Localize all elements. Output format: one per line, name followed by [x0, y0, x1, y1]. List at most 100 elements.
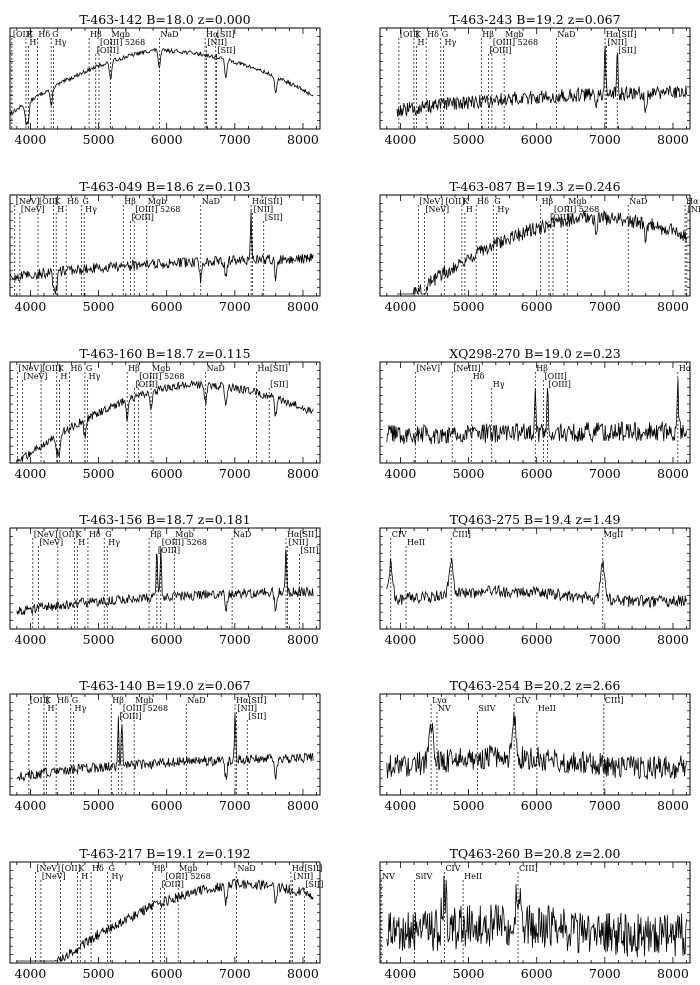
line-label: [OIII]	[97, 46, 119, 55]
line-label: [OIII] 5268	[139, 372, 184, 381]
x-tick-label: 4000	[385, 466, 417, 481]
line-label: NaD	[557, 30, 575, 39]
line-label: Mgb	[152, 364, 170, 373]
x-tick-label: 7000	[589, 966, 621, 981]
x-tick-label: 8000	[287, 466, 319, 481]
x-tick-label: 5000	[453, 966, 485, 981]
x-tick-label: 8000	[657, 798, 689, 813]
spectrum-panel: T-463-049 B=18.6 z=0.103 4000 5000 6000 7000…	[9, 179, 321, 314]
line-label: Mgb	[568, 197, 586, 206]
line-label: H	[418, 38, 425, 47]
panel-title: TQ463-275 B=19.4 z=1.49	[450, 512, 621, 527]
spectrum-panel: T-463-243 B=19.2 z=0.067 4000 5000 6000 7000…	[379, 12, 691, 147]
line-label: CIV	[515, 696, 530, 705]
x-tick-label: 6000	[521, 966, 553, 981]
line-label: [OIII]	[549, 380, 571, 389]
x-tick-label: 6000	[521, 632, 553, 647]
line-label: CIII]	[519, 864, 538, 873]
x-tick-label: 8000	[657, 466, 689, 481]
line-label: [NeV]	[18, 364, 42, 373]
line-label: [OIII]	[489, 46, 511, 55]
panel-title: T-463-217 B=19.1 z=0.192	[79, 846, 250, 861]
line-label: Hδ	[89, 530, 101, 539]
line-label: Hβ	[150, 530, 162, 539]
x-tick-label: 7000	[219, 466, 251, 481]
panel-title: TQ463-254 B=20.2 z=2.66	[450, 678, 621, 693]
x-tick-label: 5000	[83, 966, 115, 981]
line-label: Hβ	[542, 197, 554, 206]
x-tick-label: 4000	[385, 299, 417, 314]
line-label: K	[55, 197, 62, 206]
spectrum-panel: T-463-217 B=19.1 z=0.192 4000 5000 6000 7000…	[9, 846, 323, 981]
line-label: SiIV	[415, 872, 432, 881]
line-label: [NeV]	[42, 872, 66, 881]
line-label: K	[27, 30, 34, 39]
x-tick-label: 8000	[287, 632, 319, 647]
spectrum-trace	[16, 878, 314, 962]
line-label: Hγ	[497, 205, 509, 214]
line-label: [NII]	[607, 38, 627, 47]
line-label: CIV	[445, 864, 460, 873]
spectrum-panel: T-463-160 B=18.7 z=0.115 4000 5000 6000 7000…	[9, 346, 321, 481]
line-label: Hβ	[128, 364, 140, 373]
x-tick-label: 7000	[219, 798, 251, 813]
line-label: NaD	[202, 197, 220, 206]
x-tick-label: 7000	[219, 299, 251, 314]
line-label: Hα[SII]	[292, 864, 322, 873]
line-label: [NeIII]	[453, 364, 480, 373]
x-tick-label: 5000	[453, 132, 485, 147]
line-label: [SII]	[218, 46, 236, 55]
x-tick-label: 8000	[287, 132, 319, 147]
line-label: Hα[SII]	[252, 197, 282, 206]
line-label: Hβ	[124, 197, 136, 206]
line-label: Hβ	[536, 364, 548, 373]
line-label: [NII]	[207, 38, 227, 47]
line-label: Hγ	[74, 704, 86, 713]
spectrum-trace	[397, 210, 687, 295]
line-label: G	[72, 696, 78, 705]
x-tick-label: 6000	[151, 966, 183, 981]
line-label: [NII]	[289, 538, 309, 547]
line-label: G	[105, 530, 111, 539]
line-label: [OIII] 5268	[100, 38, 145, 47]
line-label: Hγ	[444, 38, 456, 47]
x-tick-label: 7000	[219, 132, 251, 147]
line-label: NaD	[237, 864, 255, 873]
line-label: [SII]	[618, 46, 636, 55]
line-label: [OII]	[13, 30, 32, 39]
line-label: [NII]	[237, 704, 257, 713]
line-label: Hδ	[473, 372, 485, 381]
x-tick-label: 5000	[83, 798, 115, 813]
line-label: Hγ	[85, 205, 97, 214]
line-label: [OII]	[59, 530, 78, 539]
x-tick-label: 7000	[589, 798, 621, 813]
line-label: G	[82, 197, 88, 206]
spectrum-trace	[9, 210, 314, 295]
line-label: Hα	[686, 197, 699, 206]
x-tick-label: 6000	[151, 299, 183, 314]
line-label: HeII	[407, 538, 425, 547]
line-label: [NeV]	[416, 364, 440, 373]
line-label: [OIII]	[136, 380, 158, 389]
x-tick-label: 6000	[151, 132, 183, 147]
panel-title: T-463-049 B=18.6 z=0.103	[79, 179, 250, 194]
line-label: [NeV]	[425, 205, 449, 214]
line-label: [OIII]	[545, 372, 567, 381]
line-label: Hα[SII]	[606, 30, 636, 39]
spectrum-panel: T-463-142 B=18.0 z=0.000 4000 5000 6000 7000…	[9, 12, 321, 147]
x-tick-label: 8000	[287, 299, 319, 314]
panel-title: T-463-156 B=18.7 z=0.181	[79, 512, 250, 527]
spectrum-trace	[386, 558, 687, 609]
line-label: K	[45, 696, 52, 705]
figure-grid: T-463-142 B=18.0 z=0.000 4000 5000 6000 7000…	[9, 12, 700, 981]
line-label: [OIII]	[550, 213, 572, 222]
line-label: [SII]	[217, 30, 235, 39]
panel-title: TQ463-260 B=20.8 z=2.00	[450, 846, 621, 861]
panel-title: T-463-140 B=19.0 z=0.067	[79, 678, 250, 693]
line-label: [SII]	[305, 880, 323, 889]
panel-title: T-463-160 B=18.7 z=0.115	[79, 346, 250, 361]
x-tick-label: 7000	[589, 299, 621, 314]
line-label: H	[466, 205, 473, 214]
spectrum-panel: T-463-156 B=18.7 z=0.181 4000 5000 6000 7000…	[9, 512, 321, 647]
x-tick-label: 5000	[453, 299, 485, 314]
